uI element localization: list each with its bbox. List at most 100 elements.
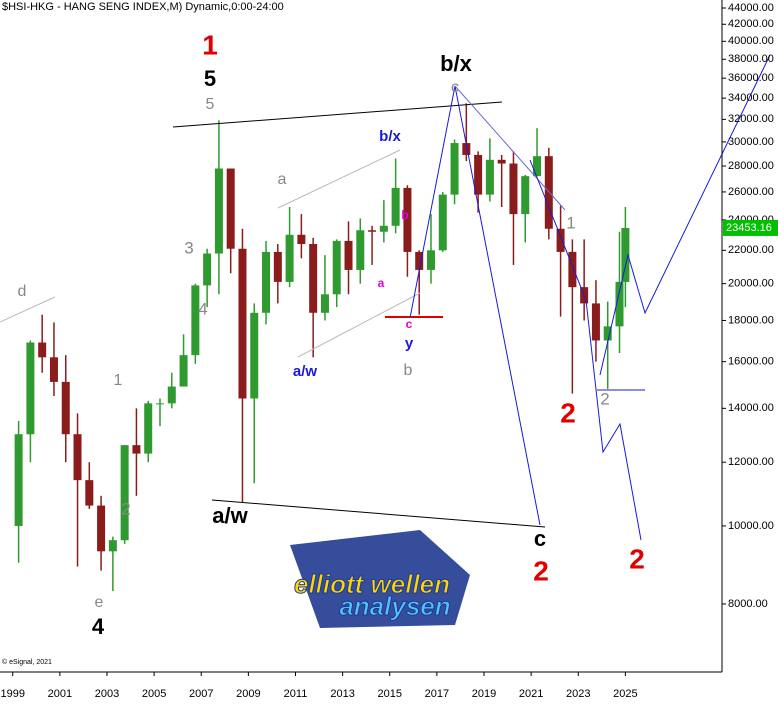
candle-body xyxy=(108,540,117,552)
candle-body xyxy=(391,187,400,226)
candle-body xyxy=(320,294,329,313)
candle-body xyxy=(144,403,153,454)
candle-body xyxy=(191,285,200,356)
y-tick-label: 14000.00 xyxy=(728,402,774,414)
candle-body xyxy=(26,342,35,435)
candle-body xyxy=(356,230,365,270)
candle-body xyxy=(309,244,318,313)
logo: elliott wellen analysen xyxy=(290,530,470,628)
candle-body xyxy=(556,228,565,252)
wave-label: b/x xyxy=(379,128,401,145)
candle-body xyxy=(521,176,530,215)
candle-body xyxy=(61,381,70,435)
candle-body xyxy=(179,355,188,387)
candle-body xyxy=(297,234,306,245)
candle-body xyxy=(615,281,624,327)
candle-body xyxy=(167,386,176,404)
x-tick-label: 2005 xyxy=(142,688,166,700)
y-tick-label: 40000.00 xyxy=(728,35,774,47)
y-tick-label: 12000.00 xyxy=(728,456,774,468)
y-tick-label: 10000.00 xyxy=(728,520,774,532)
wave-label: 2 xyxy=(629,543,645,574)
candle-body xyxy=(132,445,141,454)
candle-body xyxy=(568,251,577,288)
channel-line xyxy=(0,296,56,323)
candle-body xyxy=(73,434,82,481)
wave-label: d xyxy=(18,283,27,300)
x-tick-label: 2023 xyxy=(566,688,590,700)
candle-body xyxy=(226,168,235,249)
candle-body xyxy=(509,163,518,215)
candle-body xyxy=(273,251,282,282)
candle-body xyxy=(450,143,459,195)
x-tick-label: 2011 xyxy=(284,688,308,700)
wave-label: 1 xyxy=(566,213,575,232)
y-tick-label: 36000.00 xyxy=(728,72,774,84)
wave-label: 5 xyxy=(204,66,216,91)
candle-body xyxy=(214,168,223,254)
wave-label: 1 xyxy=(202,29,218,60)
wave-label: 1 xyxy=(114,372,123,389)
candle-body xyxy=(238,248,247,399)
x-tick-label: 2003 xyxy=(95,688,119,700)
wave-label: 2 xyxy=(600,389,609,408)
wave-label: 2 xyxy=(560,397,576,428)
last-price-label: 23453.16 xyxy=(726,222,772,234)
wave-label: y xyxy=(405,335,414,352)
candle-body xyxy=(203,253,212,286)
candle-body xyxy=(462,143,471,155)
trendline xyxy=(211,499,546,528)
x-tick-label: 2015 xyxy=(378,688,402,700)
wave-label: b/x xyxy=(440,51,473,76)
x-tick-label: 2009 xyxy=(236,688,260,700)
y-tick-label: 8000.00 xyxy=(728,598,768,610)
x-tick-label: 2019 xyxy=(472,688,496,700)
candle-body xyxy=(485,159,494,195)
y-tick-label: 38000.00 xyxy=(728,53,774,65)
candle-body xyxy=(497,159,506,164)
y-tick-label: 34000.00 xyxy=(728,92,774,104)
wave-lines xyxy=(0,54,771,541)
candle-body xyxy=(85,480,94,506)
y-tick-label: 22000.00 xyxy=(728,244,774,256)
logo-text: elliott wellen xyxy=(294,569,450,599)
candle-body xyxy=(379,225,388,232)
projection xyxy=(454,85,566,211)
y-tick-label: 18000.00 xyxy=(728,314,774,326)
wave-label: 3 xyxy=(184,238,193,257)
candle-body xyxy=(591,303,600,341)
wave-label: e xyxy=(95,594,104,611)
wave-label: a/w xyxy=(212,503,248,528)
wave-label: a xyxy=(278,171,287,188)
y-tick-label: 28000.00 xyxy=(728,160,774,172)
logo-flag xyxy=(290,530,470,628)
logo-text: analysen xyxy=(339,591,450,621)
candle-body xyxy=(14,434,23,526)
wave-label: a xyxy=(378,276,385,290)
wave-label: c xyxy=(451,79,459,96)
candle-body xyxy=(97,505,106,552)
candle-body xyxy=(368,230,377,232)
x-tick-label: 2013 xyxy=(330,688,354,700)
x-tick-label: 1999 xyxy=(0,688,24,700)
candle-body xyxy=(415,251,424,270)
candle-body xyxy=(533,156,542,177)
x-tick-label: 2025 xyxy=(613,688,637,700)
projection xyxy=(529,159,642,541)
y-tick-label: 30000.00 xyxy=(728,136,774,148)
y-tick-label: 20000.00 xyxy=(728,278,774,290)
candle-body xyxy=(38,342,47,358)
wave-label: a/w xyxy=(293,363,318,380)
channel-line xyxy=(297,292,421,358)
y-tick-label: 16000.00 xyxy=(728,356,774,368)
y-tick-label: 26000.00 xyxy=(728,186,774,198)
y-tick-label: 44000.00 xyxy=(728,2,774,14)
candle-body xyxy=(49,357,58,382)
last-price-box xyxy=(723,219,778,236)
wave-label: c xyxy=(534,526,546,551)
candle-body xyxy=(403,187,412,252)
y-tick-label: 32000.00 xyxy=(728,113,774,125)
candle-body xyxy=(262,251,271,313)
candle-body xyxy=(120,445,129,541)
